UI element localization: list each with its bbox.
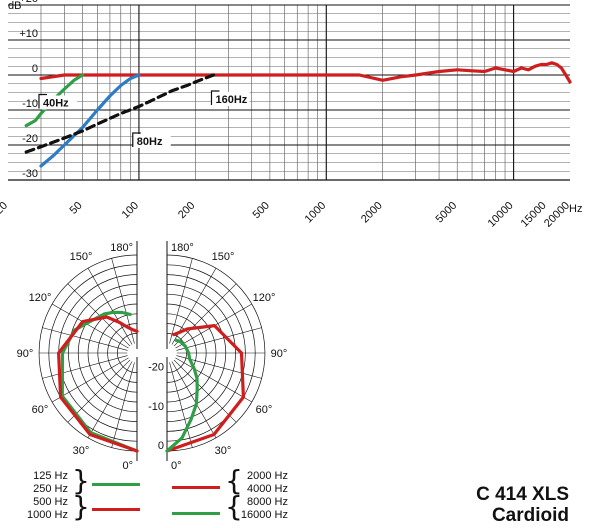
filter-annotations: 40Hz 80Hz 160Hz bbox=[38, 90, 250, 148]
angle-label: 30° bbox=[215, 445, 232, 457]
polar-spoke bbox=[171, 361, 217, 439]
radial-label: -20 bbox=[148, 362, 164, 374]
x-axis-label: Hz bbox=[569, 203, 582, 215]
pattern-name: Cardioid bbox=[491, 505, 569, 526]
polar-gap bbox=[135, 349, 169, 357]
polar-spoke bbox=[42, 355, 128, 379]
legend-line-green bbox=[172, 512, 220, 515]
polar-curves bbox=[56, 310, 245, 453]
y-tick-label: -10 bbox=[22, 98, 38, 110]
x-tick-label: 20000 bbox=[542, 200, 572, 230]
model-name: C 414 XLS bbox=[476, 484, 569, 505]
x-tick-label: 2000 bbox=[359, 200, 385, 226]
response-curve bbox=[39, 61, 572, 84]
polar-pattern-chart: 0° 0° 30° 30° 60° 60° 90° 90° 120° 120° 150° 150° 18… bbox=[17, 241, 288, 470]
polar-spoke bbox=[87, 361, 133, 439]
y-tick-label: -30 bbox=[22, 168, 38, 180]
polar-curve bbox=[165, 323, 245, 453]
annotation-box bbox=[211, 92, 250, 106]
legend-label-4000: 4000 Hz bbox=[247, 483, 288, 495]
legend-label-500: 500 Hz bbox=[33, 496, 68, 508]
annotation-label: 160Hz bbox=[215, 94, 247, 106]
annotation-box bbox=[38, 95, 77, 110]
brace-icon: } bbox=[72, 464, 90, 497]
angle-label: 150° bbox=[70, 251, 93, 263]
x-tick-label: 1000 bbox=[303, 200, 329, 226]
x-tick-label: 200 bbox=[176, 200, 197, 221]
angle-label: 120° bbox=[253, 292, 276, 304]
polar-spoke bbox=[173, 359, 237, 423]
legend-label-1000: 1000 Hz bbox=[27, 509, 68, 521]
y-tick-label: +10 bbox=[19, 28, 38, 40]
y-tick-labels: +20 +10 0 -10 -20 -30 bbox=[19, 0, 38, 180]
x-tick-label: 50 bbox=[68, 200, 85, 217]
polar-spoke bbox=[51, 357, 129, 403]
angle-label: 90° bbox=[17, 348, 34, 360]
angle-label: 0° bbox=[122, 460, 133, 470]
annotation-tick bbox=[38, 93, 47, 109]
radial-label: 0 bbox=[158, 440, 164, 452]
legend-line-red bbox=[172, 486, 220, 489]
y-tick-label: -20 bbox=[22, 133, 38, 145]
x-tick-label: 5000 bbox=[434, 200, 460, 226]
x-tick-label: 15000 bbox=[519, 200, 549, 230]
annotation-tick bbox=[210, 90, 220, 105]
annotation-label: 80Hz bbox=[137, 136, 163, 148]
annotation-tick bbox=[132, 132, 141, 147]
polar-spoke bbox=[176, 327, 262, 351]
angle-label: 150° bbox=[212, 251, 235, 263]
polar-spoke bbox=[173, 283, 237, 347]
legend-line-red bbox=[92, 508, 140, 511]
legend-label-8000: 8000 Hz bbox=[247, 496, 288, 508]
brace-icon: } bbox=[72, 490, 90, 523]
polar-spoke bbox=[67, 359, 131, 423]
legend-label-16000: 16000 Hz bbox=[240, 509, 288, 521]
polar-spoke bbox=[42, 327, 128, 351]
angle-label: 180° bbox=[171, 242, 194, 254]
response-curves bbox=[24, 61, 572, 168]
response-curve bbox=[39, 73, 141, 168]
polar-spoke bbox=[51, 303, 129, 349]
angle-label: 120° bbox=[29, 292, 52, 304]
x-tick-label: 500 bbox=[251, 200, 272, 221]
x-tick-label: 20 bbox=[0, 200, 10, 217]
angle-label: 30° bbox=[73, 445, 90, 457]
legend-label-250: 250 Hz bbox=[33, 483, 68, 495]
polar-curve bbox=[56, 315, 139, 453]
polar-spoke bbox=[169, 362, 193, 448]
x-tick-label: 10000 bbox=[486, 200, 516, 230]
polar-spoke bbox=[169, 258, 193, 344]
annotation-box bbox=[132, 134, 171, 148]
frequency-response-chart: dB +20 +10 0 -10 -20 -30 20 50 100 200 500 1000 200… bbox=[0, 0, 582, 230]
angle-label: 90° bbox=[271, 348, 288, 360]
response-curve bbox=[24, 73, 216, 154]
legend-line-green bbox=[92, 483, 140, 486]
polar-spoke bbox=[175, 357, 253, 403]
polar-curve bbox=[165, 338, 199, 453]
x-tick-label: 100 bbox=[120, 200, 141, 221]
y-tick-label: 0 bbox=[32, 63, 38, 75]
polar-spoke bbox=[87, 267, 133, 345]
angle-label: 0° bbox=[171, 460, 182, 470]
y-tick-label: +20 bbox=[19, 0, 38, 5]
y-axis-label: dB bbox=[8, 0, 21, 12]
angle-label: 60° bbox=[32, 404, 49, 416]
polar-spoke bbox=[67, 283, 131, 347]
polar-spoke bbox=[111, 362, 135, 448]
grid bbox=[8, 4, 570, 181]
model-title: C 414 XLS Cardioid bbox=[476, 484, 569, 526]
polar-grid bbox=[38, 241, 266, 463]
annotation-label: 40Hz bbox=[43, 98, 69, 110]
legend-label-2000: 2000 Hz bbox=[247, 470, 288, 482]
angle-label: 180° bbox=[110, 242, 133, 254]
polar-angle-labels: 0° 0° 30° 30° 60° 60° 90° 90° 120° 120° 150° 150° 18… bbox=[17, 242, 288, 470]
angle-label: 60° bbox=[256, 404, 273, 416]
radial-label: -10 bbox=[148, 401, 164, 413]
legend-label-125: 125 Hz bbox=[33, 470, 68, 482]
